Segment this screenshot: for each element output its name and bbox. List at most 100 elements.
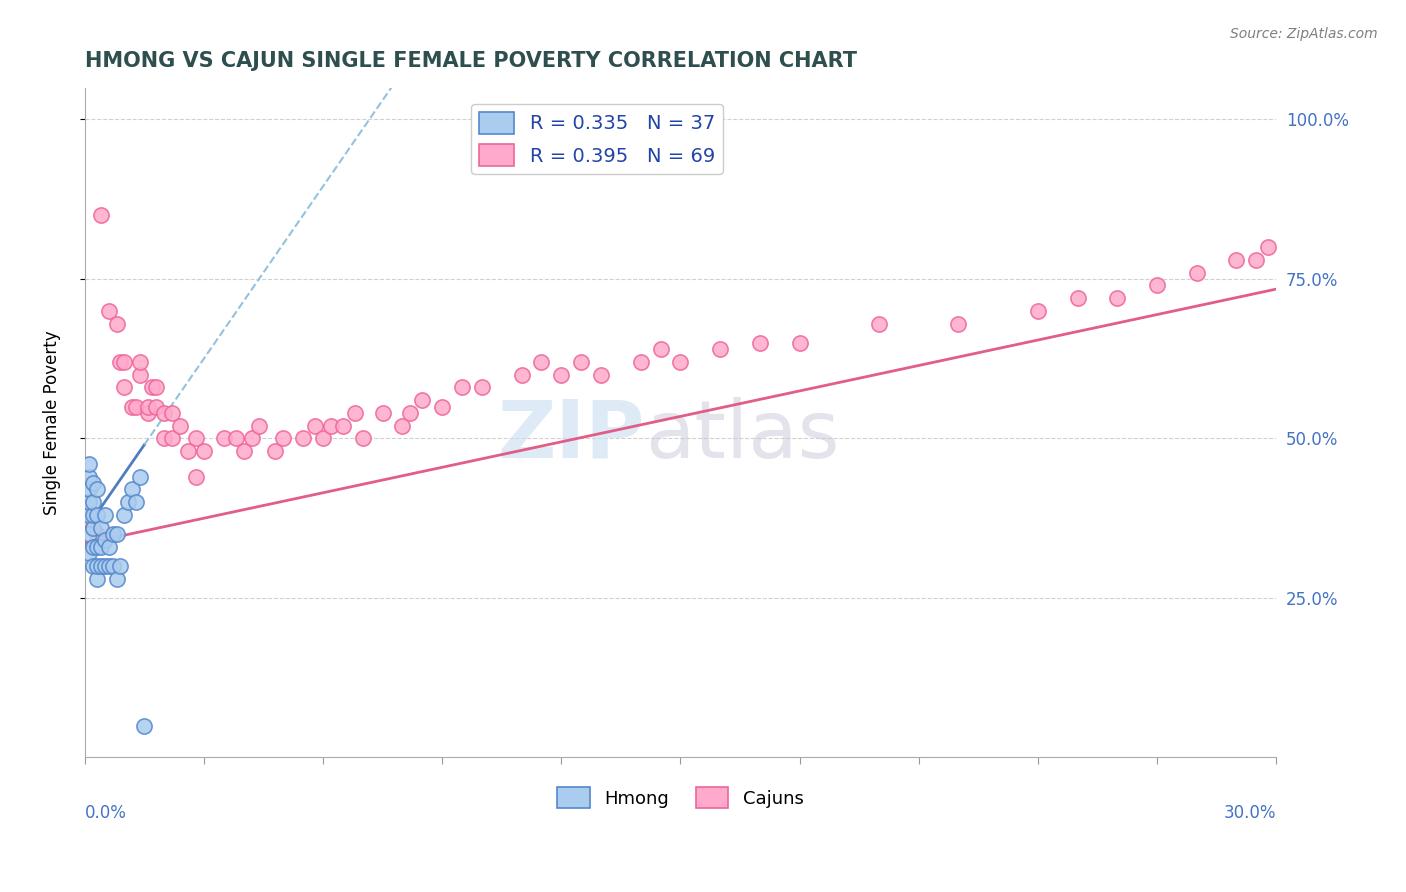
- Point: [129, 469, 152, 483]
- Point: [160, 431, 183, 445]
- Point: [264, 444, 287, 458]
- Point: [125, 400, 148, 414]
- Point: [343, 406, 366, 420]
- Point: [86, 508, 108, 522]
- Point: [82, 559, 104, 574]
- Point: [77, 546, 100, 560]
- Point: [319, 418, 342, 433]
- Point: [117, 495, 139, 509]
- Point: [93, 533, 115, 548]
- Point: [101, 527, 124, 541]
- Point: [1026, 303, 1049, 318]
- Point: [114, 380, 136, 394]
- Point: [1146, 278, 1168, 293]
- Point: [430, 400, 453, 414]
- Point: [86, 540, 108, 554]
- Point: [82, 521, 104, 535]
- Point: [97, 559, 120, 574]
- Point: [90, 208, 112, 222]
- Point: [145, 400, 167, 414]
- Point: [86, 572, 108, 586]
- Point: [589, 368, 612, 382]
- Point: [411, 393, 433, 408]
- Point: [193, 444, 215, 458]
- Point: [105, 317, 128, 331]
- Point: [125, 495, 148, 509]
- Point: [312, 431, 335, 445]
- Text: atlas: atlas: [645, 397, 839, 475]
- Point: [1107, 291, 1129, 305]
- Point: [451, 380, 474, 394]
- Point: [1244, 252, 1267, 267]
- Point: [160, 406, 183, 420]
- Point: [129, 355, 152, 369]
- Point: [212, 431, 235, 445]
- Text: HMONG VS CAJUN SINGLE FEMALE POVERTY CORRELATION CHART: HMONG VS CAJUN SINGLE FEMALE POVERTY COR…: [84, 51, 856, 70]
- Point: [86, 483, 108, 497]
- Legend: Hmong, Cajuns: Hmong, Cajuns: [550, 780, 811, 815]
- Point: [789, 335, 811, 350]
- Point: [530, 355, 553, 369]
- Point: [304, 418, 326, 433]
- Point: [77, 508, 100, 522]
- Point: [77, 483, 100, 497]
- Point: [90, 559, 112, 574]
- Point: [1225, 252, 1247, 267]
- Point: [90, 521, 112, 535]
- Point: [650, 342, 672, 356]
- Point: [271, 431, 294, 445]
- Point: [153, 406, 176, 420]
- Point: [82, 540, 104, 554]
- Point: [868, 317, 890, 331]
- Point: [136, 400, 159, 414]
- Point: [77, 527, 100, 541]
- Point: [510, 368, 533, 382]
- Point: [77, 457, 100, 471]
- Point: [249, 418, 271, 433]
- Point: [471, 380, 494, 394]
- Point: [184, 431, 207, 445]
- Point: [101, 559, 124, 574]
- Point: [77, 514, 100, 528]
- Point: [114, 355, 136, 369]
- Point: [82, 508, 104, 522]
- Text: 30.0%: 30.0%: [1223, 805, 1277, 822]
- Y-axis label: Single Female Poverty: Single Female Poverty: [44, 330, 60, 515]
- Point: [105, 527, 128, 541]
- Point: [82, 521, 104, 535]
- Point: [136, 406, 159, 420]
- Point: [145, 380, 167, 394]
- Point: [129, 368, 152, 382]
- Point: [550, 368, 572, 382]
- Point: [352, 431, 374, 445]
- Point: [97, 303, 120, 318]
- Point: [1185, 266, 1208, 280]
- Point: [225, 431, 247, 445]
- Point: [569, 355, 592, 369]
- Point: [97, 540, 120, 554]
- Point: [93, 559, 115, 574]
- Point: [121, 483, 143, 497]
- Point: [184, 469, 207, 483]
- Point: [121, 400, 143, 414]
- Point: [371, 406, 394, 420]
- Point: [86, 559, 108, 574]
- Point: [110, 355, 132, 369]
- Point: [748, 335, 770, 350]
- Point: [141, 380, 163, 394]
- Point: [93, 508, 115, 522]
- Point: [114, 508, 136, 522]
- Point: [399, 406, 422, 420]
- Point: [669, 355, 692, 369]
- Point: [630, 355, 652, 369]
- Point: [1066, 291, 1088, 305]
- Point: [391, 418, 413, 433]
- Point: [82, 476, 104, 491]
- Point: [77, 495, 100, 509]
- Point: [77, 469, 100, 483]
- Text: ZIP: ZIP: [498, 397, 645, 475]
- Point: [90, 540, 112, 554]
- Point: [332, 418, 354, 433]
- Point: [169, 418, 191, 433]
- Point: [82, 495, 104, 509]
